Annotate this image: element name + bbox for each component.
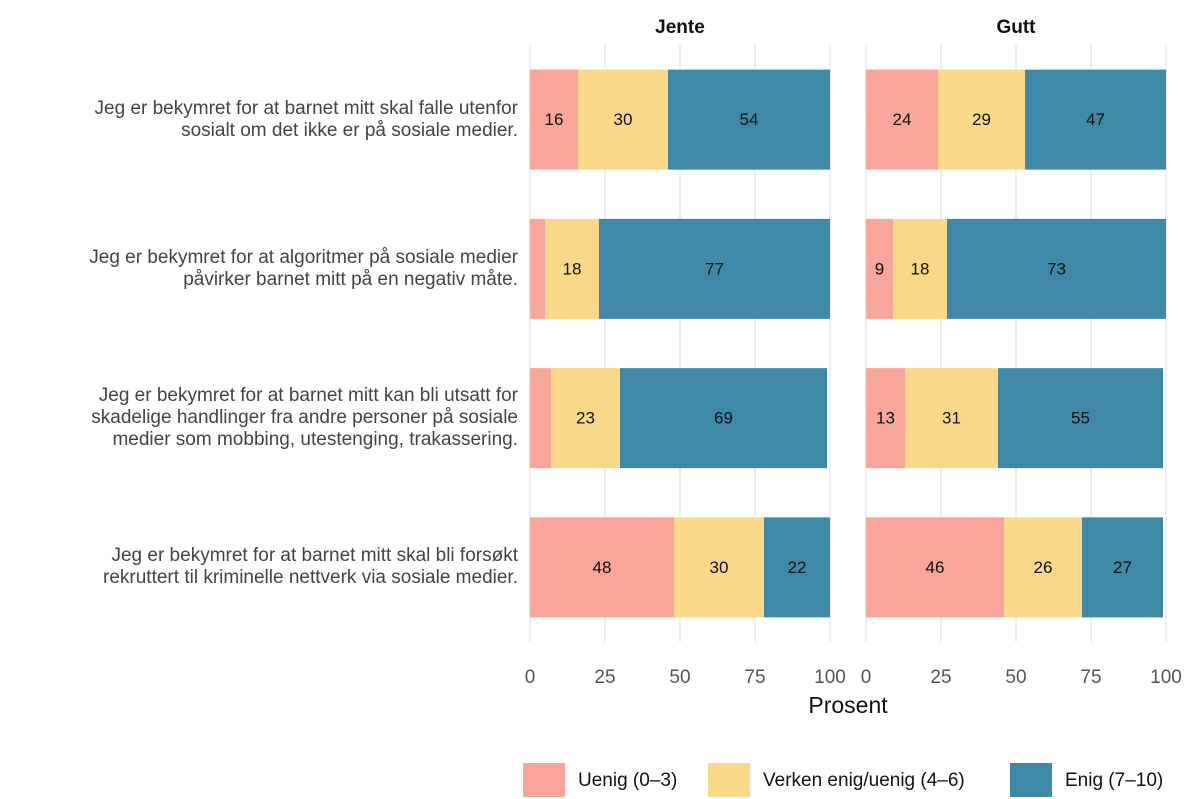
legend-swatch — [523, 763, 565, 797]
bar-segment — [866, 368, 905, 469]
value-label: 18 — [911, 259, 930, 278]
category-label: Jeg er bekymret for at barnet mitt skal … — [103, 545, 518, 589]
value-label: 73 — [1047, 259, 1066, 278]
category-label: Jeg er bekymret for at algoritmer på sos… — [89, 246, 518, 290]
bar-segment — [998, 368, 1163, 469]
bar-segment — [599, 218, 830, 319]
bar-segment — [938, 69, 1025, 170]
facet-title: Gutt — [996, 17, 1036, 38]
bar-segment — [905, 368, 998, 469]
value-label: 47 — [1086, 110, 1105, 129]
value-label: 69 — [714, 409, 733, 428]
bar-segment — [866, 218, 893, 319]
bar-segment — [530, 69, 578, 170]
value-label: 48 — [593, 558, 612, 577]
bar-segment — [893, 218, 947, 319]
legend-swatch — [708, 763, 750, 797]
value-label: 16 — [545, 110, 564, 129]
x-tick-label: 100 — [1150, 667, 1182, 688]
x-tick-label: 0 — [861, 667, 872, 688]
value-label: 26 — [1034, 558, 1053, 577]
x-tick-label: 0 — [525, 667, 536, 688]
bar-segment — [947, 218, 1166, 319]
x-axis-label: Prosent — [808, 692, 888, 718]
value-label: 55 — [1071, 409, 1090, 428]
legend-label: Enig (7–10) — [1065, 770, 1163, 791]
value-label: 24 — [893, 110, 912, 129]
category-label: Jeg er bekymret for at barnet mitt kan b… — [91, 385, 518, 451]
value-label: 9 — [875, 259, 884, 278]
bar-segment — [530, 218, 545, 319]
bar-segment — [530, 517, 674, 618]
legend-label: Verken enig/uenig (4–6) — [763, 770, 965, 791]
value-label: 31 — [942, 409, 961, 428]
value-label: 13 — [876, 409, 895, 428]
value-label: 18 — [563, 259, 582, 278]
x-tick-label: 50 — [669, 667, 690, 688]
value-label: 23 — [576, 409, 595, 428]
x-tick-label: 75 — [744, 667, 765, 688]
legend-label: Uenig (0–3) — [578, 770, 677, 791]
value-label: 22 — [788, 558, 807, 577]
bar-segment — [866, 517, 1004, 618]
value-label: 46 — [926, 558, 945, 577]
bar-segment — [866, 69, 938, 170]
bar-segment — [545, 218, 599, 319]
bar-segment — [551, 368, 620, 469]
bar-segment — [578, 69, 668, 170]
category-label: Jeg er bekymret for at barnet mitt skal … — [94, 97, 518, 141]
bar-segment — [530, 368, 551, 469]
value-label: 54 — [740, 110, 759, 129]
bar-segment — [1025, 69, 1166, 170]
value-label: 29 — [972, 110, 991, 129]
x-tick-label: 50 — [1005, 667, 1026, 688]
value-label: 30 — [710, 558, 729, 577]
x-tick-label: 100 — [814, 667, 846, 688]
x-tick-label: 75 — [1080, 667, 1101, 688]
value-label: 30 — [614, 110, 633, 129]
facet-title: Jente — [655, 17, 705, 38]
bar-segment — [668, 69, 830, 170]
bar-segment — [674, 517, 764, 618]
value-label: 27 — [1113, 558, 1132, 577]
legend-swatch — [1010, 763, 1052, 797]
x-tick-label: 25 — [930, 667, 951, 688]
bar-segment — [764, 517, 830, 618]
bar-segment — [1082, 517, 1163, 618]
x-tick-label: 25 — [594, 667, 615, 688]
bar-segment — [1004, 517, 1082, 618]
bar-segment — [620, 368, 827, 469]
value-label: 77 — [705, 259, 724, 278]
